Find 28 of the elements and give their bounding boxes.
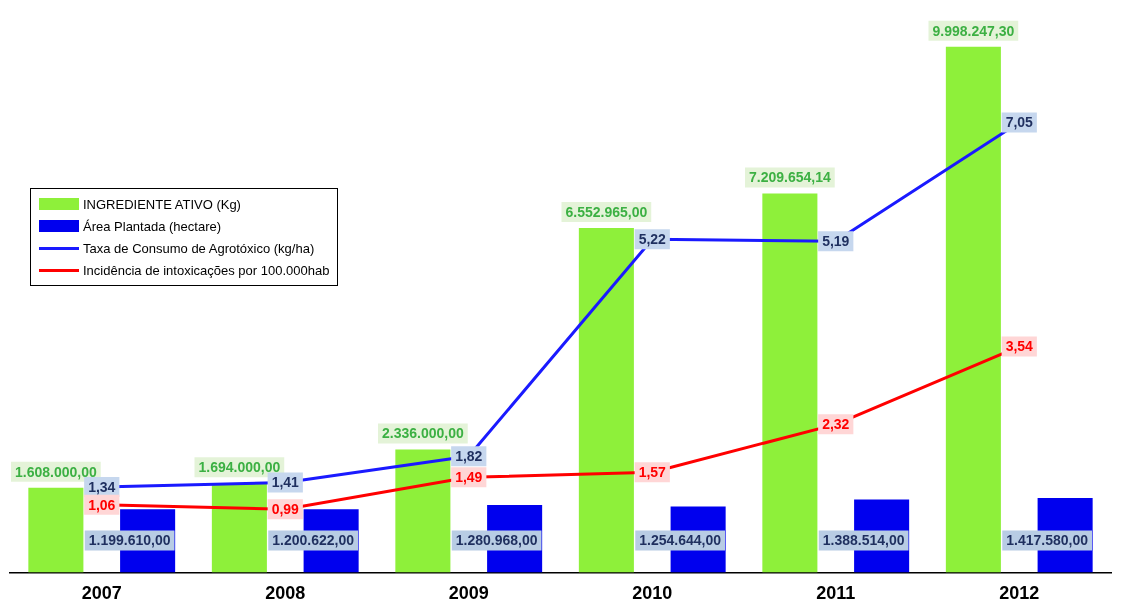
bar — [395, 449, 451, 573]
x-tick-label: 2010 — [632, 583, 673, 604]
data-label: 1.694.000,00 — [198, 459, 281, 476]
legend-label: Área Plantada (hectare) — [83, 218, 222, 234]
data-label: 1.254.644,00 — [639, 532, 722, 549]
data-label: 1.608.000,00 — [15, 463, 97, 480]
x-tick-label: 2011 — [816, 583, 856, 604]
legend-label: Taxa de Consumo de Agrotóxico (kg/ha) — [83, 240, 315, 256]
data-label: 1.388.514,00 — [822, 532, 905, 549]
data-label: 2.336.000,00 — [382, 425, 464, 442]
data-label: 1.417.580,00 — [1006, 532, 1089, 549]
legend-label: Incidência de intoxicações por 100.000hab — [83, 262, 330, 278]
x-tick-label: 2008 — [265, 583, 306, 604]
x-tick-label: 2007 — [81, 583, 122, 604]
x-tick-label: 2012 — [999, 583, 1040, 604]
data-label: 1.280.968,00 — [455, 532, 538, 549]
legend-label: INGREDIENTE ATIVO (Kg) — [83, 196, 241, 212]
data-label: 7.209.654,14 — [749, 169, 831, 186]
data-label: 1.199.610,00 — [88, 532, 171, 549]
data-label: 9.998.247,30 — [932, 22, 1015, 39]
bar — [28, 487, 84, 573]
bar — [762, 193, 818, 573]
data-label: 1.200.622,00 — [272, 532, 355, 549]
bar — [945, 46, 1001, 573]
data-label: 6.552.965,00 — [565, 203, 648, 220]
x-tick-label: 2009 — [448, 583, 489, 604]
bar — [211, 483, 267, 573]
bar — [578, 227, 634, 573]
